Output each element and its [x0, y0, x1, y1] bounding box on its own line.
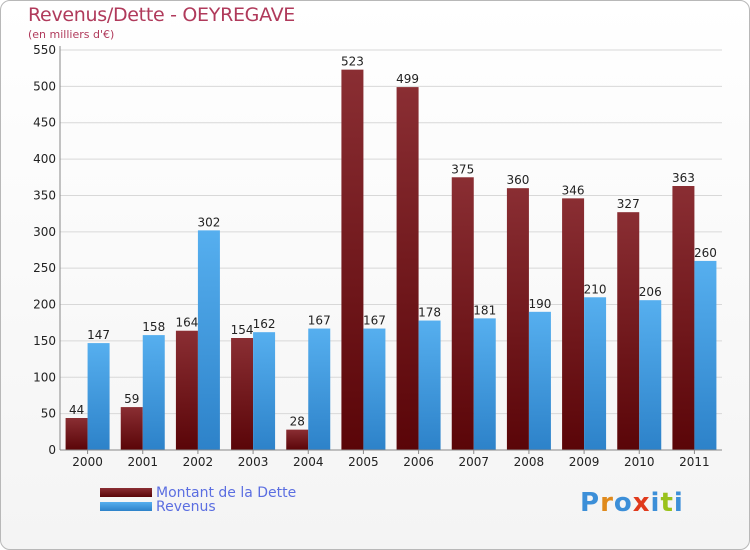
y-tick-label: 350	[33, 188, 56, 202]
y-tick-label: 200	[33, 298, 56, 312]
data-label-debt: 499	[396, 72, 419, 86]
data-label-debt: 375	[451, 162, 474, 176]
y-tick-label: 500	[33, 79, 56, 93]
bar-debt	[341, 69, 364, 451]
bar-revenus	[363, 328, 386, 450]
data-label-debt: 360	[506, 173, 529, 187]
logo-letter: P	[580, 488, 601, 518]
data-label-debt: 164	[175, 316, 198, 330]
data-label-debt: 28	[290, 415, 305, 429]
bar-revenus	[253, 332, 276, 450]
data-label-revenus: 178	[418, 306, 441, 320]
x-tick-label: 2008	[514, 455, 545, 469]
x-tick-label: 2006	[403, 455, 434, 469]
bar-revenus	[197, 230, 220, 450]
data-label-revenus: 181	[473, 303, 496, 317]
logo-letter: t	[660, 488, 674, 518]
y-tick-label: 0	[48, 443, 56, 457]
logo-letter: o	[613, 488, 633, 518]
x-tick-label: 2004	[293, 455, 324, 469]
axes: 0 50 100 150 200 250 300 350 400 450 500 550 2000 200…	[33, 43, 722, 469]
grid-lines	[60, 49, 722, 451]
y-tick-label: 400	[33, 152, 56, 166]
logo-letter: i	[650, 488, 661, 518]
data-label-revenus: 302	[197, 215, 220, 229]
bar-revenus	[87, 343, 110, 450]
bar-debt	[506, 188, 529, 450]
bar-debt	[231, 338, 254, 450]
y-tick-label: 450	[33, 116, 56, 130]
data-label-revenus: 206	[639, 285, 662, 299]
data-label-debt: 363	[672, 171, 695, 185]
bar-revenus	[142, 335, 165, 450]
bars	[65, 69, 717, 451]
data-label-debt: 523	[341, 55, 364, 69]
data-label-revenus: 190	[528, 297, 551, 311]
x-tick-label: 2007	[458, 455, 489, 469]
bar-revenus	[473, 318, 496, 450]
y-tick-label: 150	[33, 334, 56, 348]
bar-debt	[562, 198, 585, 450]
data-label-revenus: 210	[584, 282, 607, 296]
data-label-revenus: 147	[87, 328, 110, 342]
y-tick-label: 100	[33, 370, 56, 384]
bar-revenus	[694, 260, 717, 450]
legend-label-debt: Montant de la Dette	[156, 485, 297, 501]
x-tick-label: 2009	[569, 455, 600, 469]
proxiti-logo: Proxiti	[580, 488, 684, 518]
logo-letter: r	[600, 488, 614, 518]
bar-debt	[617, 212, 640, 450]
data-label-debt: 44	[69, 403, 84, 417]
bar-debt	[451, 177, 474, 451]
x-tick-label: 2002	[183, 455, 214, 469]
bar-revenus	[528, 311, 551, 450]
x-tick-label: 2011	[679, 455, 710, 469]
y-tick-label: 250	[33, 261, 56, 275]
logo-letter: i	[673, 488, 684, 518]
bar-revenus	[308, 328, 331, 450]
y-tick-label: 50	[41, 407, 56, 421]
x-tick-label: 2003	[238, 455, 269, 469]
bar-debt	[120, 407, 143, 450]
data-label-revenus: 167	[308, 314, 331, 328]
data-label-revenus: 162	[253, 317, 276, 331]
y-tick-label: 300	[33, 225, 56, 239]
bar-debt	[396, 87, 419, 450]
data-labels: 44 147 59 158 164 302 154 162 28 167 523 167 499 178 3…	[69, 55, 717, 429]
bar-debt	[175, 330, 198, 450]
data-label-debt: 154	[231, 323, 254, 337]
x-tick-label: 2010	[624, 455, 655, 469]
x-tick-label: 2005	[348, 455, 379, 469]
logo-letter: x	[632, 488, 651, 518]
data-label-revenus: 158	[142, 320, 165, 334]
bar-debt	[286, 429, 309, 450]
bar-debt	[65, 418, 88, 450]
legend-swatch-revenus	[100, 502, 152, 511]
chart-title: Revenus/Dette - OEYREGAVE	[28, 4, 295, 26]
legend-label-revenus: Revenus	[156, 499, 216, 515]
data-label-debt: 59	[124, 392, 139, 406]
chart-subtitle: (en milliers d'€)	[28, 28, 115, 41]
data-label-revenus: 260	[694, 246, 717, 260]
data-label-debt: 327	[617, 197, 640, 211]
data-label-debt: 346	[562, 183, 585, 197]
x-tick-label: 2000	[72, 455, 103, 469]
legend-swatch-debt	[100, 488, 152, 497]
bar-revenus	[639, 300, 662, 450]
data-label-revenus: 167	[363, 314, 386, 328]
y-tick-label: 550	[33, 43, 56, 57]
x-tick-label: 2001	[127, 455, 158, 469]
bar-debt	[672, 186, 695, 450]
bar-revenus	[584, 297, 607, 450]
bar-revenus	[418, 320, 441, 450]
